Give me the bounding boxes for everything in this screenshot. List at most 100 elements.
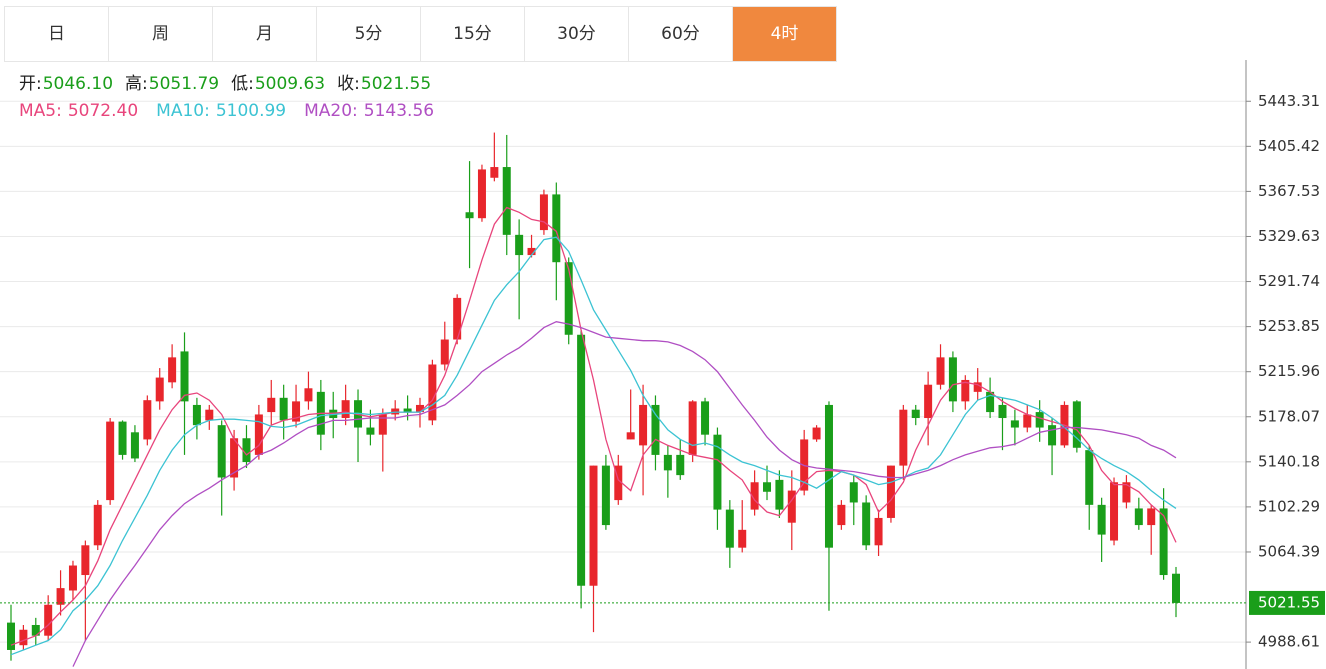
legend-value: 5072.40: [68, 101, 138, 121]
candle-body: [205, 409, 214, 421]
candle-body: [440, 339, 449, 365]
candle-body: [1035, 412, 1044, 428]
candle-body: [1110, 482, 1119, 541]
candle-body: [775, 479, 784, 510]
candle-body: [428, 364, 437, 421]
candle-body: [1048, 425, 1057, 446]
candle-body: [1172, 573, 1180, 603]
candle-body: [453, 297, 462, 340]
candle-body: [403, 408, 412, 413]
period-tab[interactable]: 日: [5, 7, 109, 61]
y-tick-label: 5443.31: [1258, 92, 1320, 110]
period-tab[interactable]: 30分: [525, 7, 629, 61]
candle-body: [254, 414, 263, 455]
candle-body: [862, 502, 871, 546]
candle-body: [1134, 508, 1143, 526]
candle-body: [279, 397, 288, 421]
candle-body: [292, 401, 301, 422]
y-tick-label: 5367.53: [1258, 182, 1320, 200]
candle-body: [502, 167, 511, 235]
candle-body: [626, 432, 635, 440]
candle-body: [81, 545, 90, 576]
candle-body: [663, 454, 672, 471]
candle-body: [1023, 414, 1032, 428]
candle-body: [738, 529, 747, 548]
candle-body: [973, 382, 982, 392]
candle-body: [899, 409, 908, 466]
last-price-label: 5021.55: [1258, 593, 1320, 611]
candle-body: [614, 465, 623, 501]
candle-body: [155, 377, 164, 402]
candle-body: [1072, 401, 1081, 448]
period-tab[interactable]: 60分: [629, 7, 733, 61]
candle-body: [924, 384, 933, 419]
candle-body: [168, 357, 177, 383]
legend-value: 5143.56: [364, 101, 434, 121]
ohlc-value: 5046.10: [43, 74, 113, 94]
period-tab[interactable]: 4时: [733, 7, 837, 61]
ohlc-value: 5021.55: [361, 74, 431, 94]
candle-body: [874, 517, 883, 546]
candle-body: [7, 622, 15, 650]
period-tab[interactable]: 月: [213, 7, 317, 61]
y-tick-label: 5291.74: [1258, 272, 1320, 290]
candle-body: [1159, 508, 1168, 576]
candle-body: [378, 414, 387, 435]
candle-body: [688, 401, 697, 455]
candle-body: [1122, 482, 1131, 503]
candle-body: [564, 262, 573, 335]
ohlc-label: 收:: [337, 74, 360, 94]
candle-body: [787, 490, 796, 523]
candle-body: [1085, 450, 1094, 505]
y-tick-label: 5140.18: [1258, 452, 1320, 470]
candle-body: [490, 167, 499, 178]
period-tabs: 日周月 5分 15分 30分 60分 4时: [4, 6, 837, 62]
legend-name: MA10:: [156, 101, 210, 121]
candle-body: [192, 404, 201, 426]
grid: [0, 100, 1246, 643]
y-tick-label: 5215.96: [1258, 362, 1320, 380]
candle-body: [31, 624, 40, 636]
candle-body: [676, 454, 685, 476]
candle-body: [180, 351, 189, 402]
y-tick-label: 5329.63: [1258, 227, 1320, 245]
candle-body: [651, 404, 660, 455]
candle-body: [515, 234, 524, 256]
y-tick-label: 5253.85: [1258, 317, 1320, 335]
candle-body: [242, 438, 251, 463]
ohlc-value: 5051.79: [149, 74, 219, 94]
ma-line: [10, 236, 1177, 656]
candle-body: [911, 409, 920, 419]
candle-body: [837, 504, 846, 526]
candle-body: [465, 212, 474, 219]
period-tab[interactable]: 周: [109, 7, 213, 61]
candle-body: [824, 404, 833, 548]
candle-body: [936, 357, 945, 385]
candle-body: [230, 438, 239, 478]
ohlc-value: 5009.63: [255, 74, 325, 94]
period-tab[interactable]: 15分: [421, 7, 525, 61]
period-tab[interactable]: 5分: [317, 7, 421, 61]
legend-name: MA20:: [304, 101, 358, 121]
candle-body: [477, 169, 486, 219]
y-tick-label: 5178.07: [1258, 407, 1320, 425]
legend-name: MA5:: [19, 101, 62, 121]
candle-body: [1097, 504, 1106, 535]
candle-body: [304, 388, 313, 402]
candle-body: [763, 482, 772, 492]
ma-line: [72, 321, 1177, 667]
candle-body: [725, 509, 734, 548]
candle-body: [552, 194, 561, 263]
y-tick-label: 4988.61: [1258, 633, 1320, 651]
candle-body: [539, 194, 548, 231]
candle-body: [886, 465, 895, 518]
candle-body: [143, 400, 152, 440]
candle-body: [750, 482, 759, 510]
candle-body: [106, 421, 115, 501]
candle-body: [639, 404, 648, 446]
candle-body: [986, 391, 995, 413]
legend-value: 5100.99: [216, 101, 286, 121]
candle-body: [68, 565, 77, 591]
